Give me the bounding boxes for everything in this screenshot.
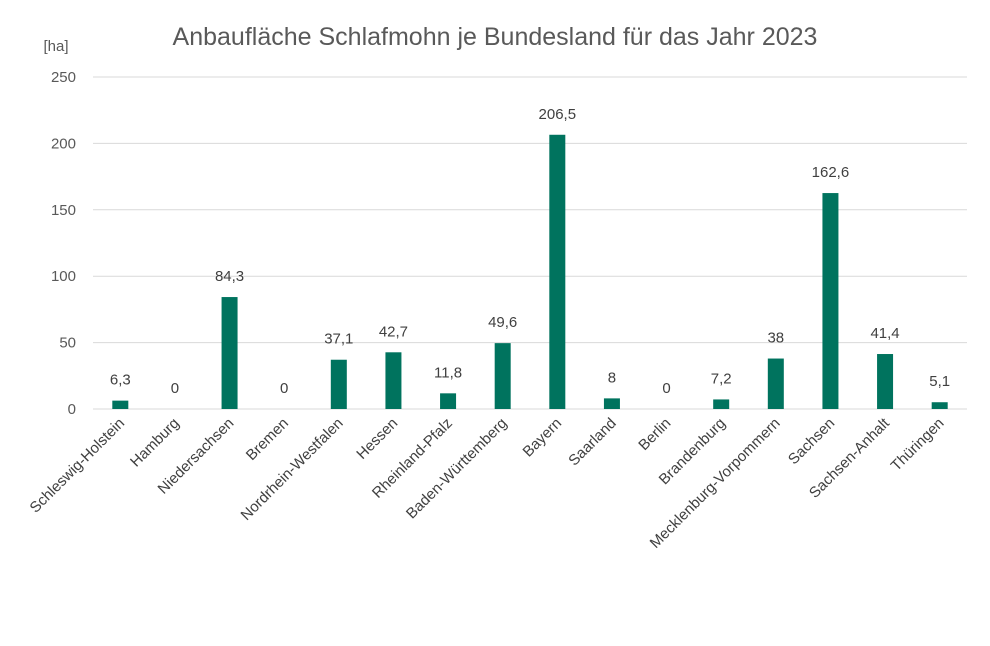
- y-tick-label: 200: [51, 135, 76, 152]
- x-tick-label: Nordrhein-Westfalen: [238, 415, 347, 524]
- bar-baden-württemberg: [494, 343, 511, 409]
- y-axis-unit-label: [ha]: [43, 38, 68, 55]
- bar-sachsen-anhalt: [877, 354, 894, 409]
- data-label: 84,3: [215, 268, 244, 285]
- x-tick-label: Thüringen: [888, 415, 948, 475]
- x-tick-label: Hamburg: [127, 415, 183, 471]
- x-tick-label: Bayern: [520, 415, 566, 461]
- x-tick-label: Baden-Württemberg: [403, 415, 511, 523]
- data-label: 8: [608, 369, 616, 386]
- data-label: 0: [280, 380, 288, 397]
- data-label: 38: [767, 330, 784, 347]
- data-labels: 6,3 0 84,3 0 37,1 42,7 11,8 49,6 206,5 8 0 7,2 38 162…: [110, 106, 950, 397]
- data-label: 11,8: [434, 364, 462, 381]
- data-label: 0: [171, 380, 179, 397]
- bar-niedersachsen: [221, 297, 238, 409]
- bar-hessen: [385, 352, 402, 409]
- bar-sachsen: [822, 193, 839, 409]
- x-tick-label: Hessen: [353, 415, 401, 463]
- x-tick-label: Schleswig-Holstein: [27, 415, 129, 517]
- data-label: 42,7: [379, 323, 408, 340]
- y-tick-label: 150: [51, 202, 76, 219]
- data-label: 37,1: [324, 331, 353, 348]
- bar-nordrhein-westfalen: [330, 359, 347, 409]
- data-label: 7,2: [711, 370, 732, 387]
- data-label: 0: [662, 380, 670, 397]
- data-label: 41,4: [870, 325, 899, 342]
- bar-schleswig-holstein: [112, 400, 129, 409]
- bar-thüringen: [931, 402, 948, 409]
- data-label: 206,5: [539, 106, 577, 123]
- y-tick-label: 0: [68, 401, 76, 418]
- bar-brandenburg: [713, 399, 730, 409]
- y-tick-label: 50: [59, 335, 76, 352]
- data-label: 162,6: [812, 164, 850, 181]
- bar-mecklenburg-vorpommern: [767, 358, 784, 409]
- y-axis-ticks: 0 50 100 150 200 250: [51, 69, 76, 418]
- chart-title: Anbaufläche Schlafmohn je Bundesland für…: [173, 23, 818, 51]
- gridlines: [93, 76, 967, 410]
- bar-rheinland-pfalz: [440, 393, 457, 409]
- y-tick-label: 100: [51, 268, 76, 285]
- data-label: 6,3: [110, 372, 131, 389]
- data-label: 49,6: [488, 314, 517, 331]
- bar-saarland: [603, 398, 620, 409]
- x-tick-label: Berlin: [635, 415, 674, 454]
- x-tick-label: Bremen: [243, 415, 292, 464]
- x-tick-label: Saarland: [565, 415, 619, 469]
- y-tick-label: 250: [51, 69, 76, 86]
- data-label: 5,1: [929, 373, 950, 390]
- bar-bayern: [549, 134, 566, 409]
- bars: [112, 134, 948, 409]
- x-tick-label: Sachsen: [785, 415, 838, 468]
